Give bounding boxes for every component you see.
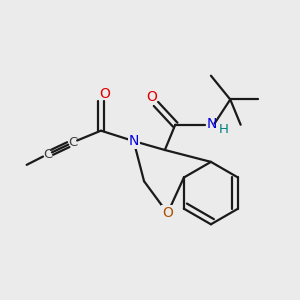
Text: N: N [207, 116, 217, 130]
Text: O: O [99, 87, 110, 101]
Text: O: O [162, 206, 173, 220]
Text: C: C [43, 148, 52, 161]
Text: N: N [128, 134, 139, 148]
Text: H: H [218, 123, 228, 136]
Text: O: O [146, 90, 157, 104]
Text: C: C [68, 136, 77, 149]
